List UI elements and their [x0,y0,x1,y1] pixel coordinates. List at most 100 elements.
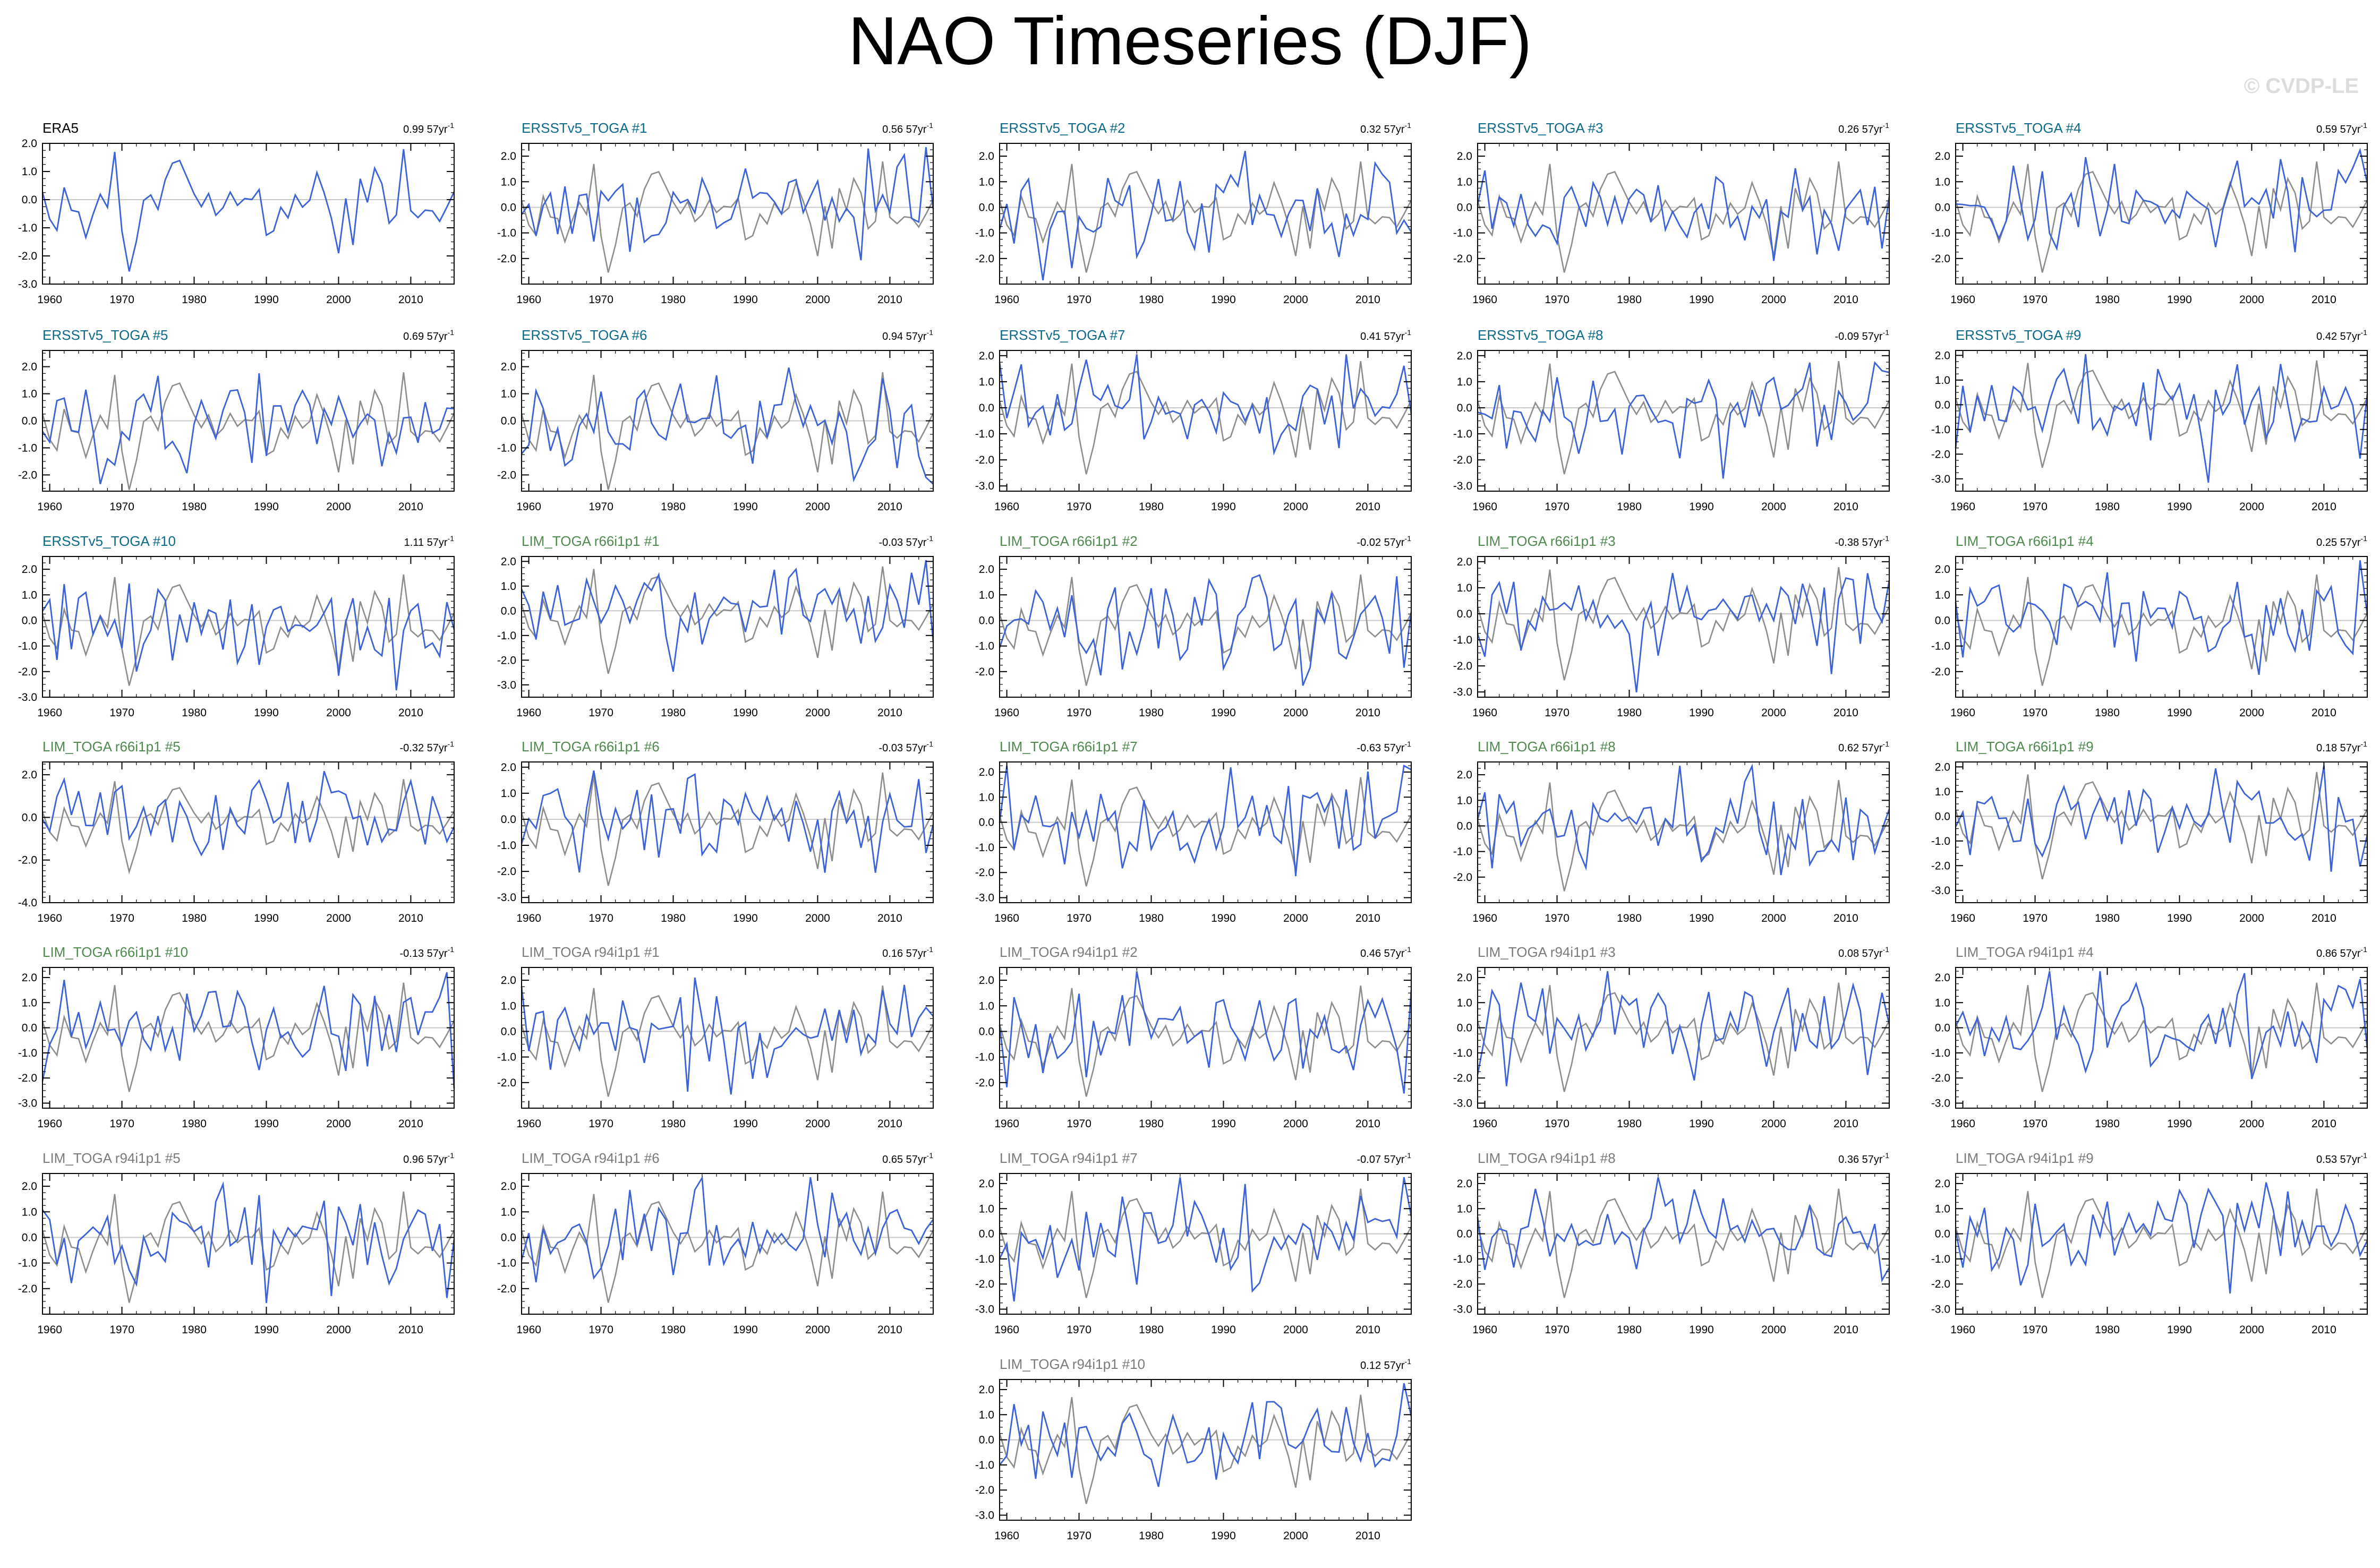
x-tick-label: 1960 [1472,1118,1497,1130]
trend-label: 0.26 57yr-1 [1838,121,1889,135]
y-tick-label: 1.0 [1457,997,1472,1009]
x-tick-label: 1980 [1617,707,1642,719]
y-tick-label: 1.0 [979,1203,994,1215]
x-tick-label: 1980 [661,501,686,513]
x-tick-label: 1990 [1689,707,1714,719]
panel-title: LIM_TOGA r66i1p1 #10 [42,944,188,960]
panel-chart: ERSSTv5_TOGA #5 0.69 57yr-1 2.0 1.0 0.0 -1.0 -… [18,327,455,513]
nao-panel: LIM_TOGA r94i1p1 #2 0.46 57yr-1 2.0 1.0 0.0 -… [957,925,1435,1130]
y-tick-label: -1.0 [18,1257,37,1270]
trend-unit: 57yr [906,948,927,959]
y-tick-label: 0.0 [22,1022,37,1034]
model-series-line [41,972,455,1089]
plot-frame [42,143,455,285]
y-tick-label: -1.0 [975,227,994,239]
y-tick-label: 2.0 [1457,1178,1472,1190]
obs-series-line [521,985,934,1097]
y-tick-label: 2.0 [22,563,37,576]
panel-chart: LIM_TOGA r94i1p1 #9 0.53 57yr-1 2.0 1.0 0.0 -… [1931,1150,2368,1336]
x-tick-label: 2000 [805,912,830,924]
y-tick-label: 1.0 [501,787,516,800]
trend-value: -0.38 [1835,537,1862,549]
x-tick-label: 1960 [1472,294,1497,306]
x-tick-label: 1970 [1067,294,1091,306]
panel-chart: LIM_TOGA r66i1p1 #9 0.18 57yr-1 2.0 1.0 0.0 -… [1931,739,2368,924]
nao-panel: LIM_TOGA r66i1p1 #5 -0.32 57yr-1 2.0 0.0 -2.… [0,719,478,924]
obs-series-line [521,566,934,674]
y-tick-label: -3.0 [18,278,37,290]
x-tick-label: 1980 [661,1324,686,1336]
x-tick-label: 1990 [1689,501,1714,513]
obs-series-line [1477,361,1890,475]
obs-series-line [521,1191,934,1303]
trend-unit: 57yr [1384,1360,1405,1372]
trend-label: 0.46 57yr-1 [1360,945,1411,959]
panel-title: LIM_TOGA r66i1p1 #2 [1000,533,1138,549]
y-tick-label: -1.0 [497,1051,516,1064]
x-tick-label: 2010 [1833,912,1858,924]
obs-series-line [999,777,1412,887]
y-tick-label: 2.0 [501,150,516,162]
obs-series-line [41,574,455,686]
y-tick-label: -2.0 [1931,666,1950,678]
x-tick-label: 2010 [398,1324,423,1336]
y-tick-label: -1.0 [1453,428,1472,440]
y-tick-label: 0.0 [1457,1228,1472,1240]
nao-panel: ERSSTv5_TOGA #9 0.42 57yr-1 2.0 1.0 0.0 -1.0 -… [1913,308,2380,513]
nao-panel: LIM_TOGA r66i1p1 #9 0.18 57yr-1 2.0 1.0 0.0 -… [1913,719,2380,924]
trend-value: 0.65 [882,1154,906,1166]
y-tick-label: -1.0 [1453,846,1472,858]
x-tick-label: 1980 [1139,1324,1164,1336]
model-series-line [999,151,1412,280]
y-tick-label: 0.0 [501,1231,516,1244]
panel-title: LIM_TOGA r94i1p1 #8 [1478,1150,1616,1166]
y-tick-label: 1.0 [1457,582,1472,594]
trend-label: 0.08 57yr-1 [1838,945,1889,959]
x-tick-label: 1990 [1689,912,1714,924]
y-tick-label: -3.0 [18,1098,37,1110]
x-tick-label: 2000 [1283,912,1308,924]
y-tick-label: 2.0 [1935,761,1950,773]
x-tick-label: 2010 [398,1118,423,1130]
y-tick-label: -3.0 [1453,1098,1472,1110]
trend-exponent: -1 [1405,1151,1412,1160]
y-tick-label: 2.0 [979,766,994,778]
y-tick-label: -3.0 [1931,885,1950,897]
y-tick-label: -3.0 [975,480,994,492]
trend-value: -0.32 [399,742,426,754]
plot-frame [1955,350,2368,492]
x-tick-label: 1960 [37,707,62,719]
y-tick-label: -4.0 [18,897,37,909]
plot-frame [42,967,455,1109]
y-tick-label: 1.0 [501,580,516,593]
x-tick-label: 1990 [733,1324,758,1336]
panel-title: ERSSTv5_TOGA #5 [42,327,168,343]
panel-chart: ERSSTv5_TOGA #6 0.94 57yr-1 2.0 1.0 0.0 -1.0 -… [497,327,934,513]
y-tick-label: 0.0 [1935,399,1950,411]
trend-value: 0.59 [2316,124,2340,135]
y-tick-label: 0.0 [1935,810,1950,822]
nao-panel: LIM_TOGA r94i1p1 #5 0.96 57yr-1 2.0 1.0 0.0 -… [0,1131,478,1336]
x-tick-label: 1960 [37,1324,62,1336]
y-tick-label: -2.0 [1453,660,1472,672]
y-tick-label: 1.0 [979,791,994,803]
y-tick-label: 2.0 [22,769,37,781]
trend-label: 0.59 57yr-1 [2316,121,2367,135]
x-tick-label: 2010 [1355,294,1380,306]
y-tick-label: -2.0 [1931,1278,1950,1290]
y-tick-label: -2.0 [975,867,994,879]
y-tick-label: 0.0 [501,813,516,826]
x-tick-label: 1970 [1067,912,1091,924]
trend-value: 0.32 [1360,124,1384,135]
trend-label: -0.38 57yr-1 [1835,534,1889,549]
x-tick-label: 1970 [1545,1118,1569,1130]
x-tick-label: 1970 [109,501,134,513]
plot-frame [1477,143,1890,285]
x-tick-label: 1960 [1472,707,1497,719]
y-tick-label: 0.0 [1935,1228,1950,1240]
trend-exponent: -1 [448,945,455,954]
x-tick-label: 1970 [1545,707,1569,719]
x-tick-label: 1990 [254,294,279,306]
trend-value: -0.63 [1357,742,1384,754]
panel-chart: ERSSTv5_TOGA #4 0.59 57yr-1 2.0 1.0 0.0 -1.0 -… [1931,120,2368,306]
